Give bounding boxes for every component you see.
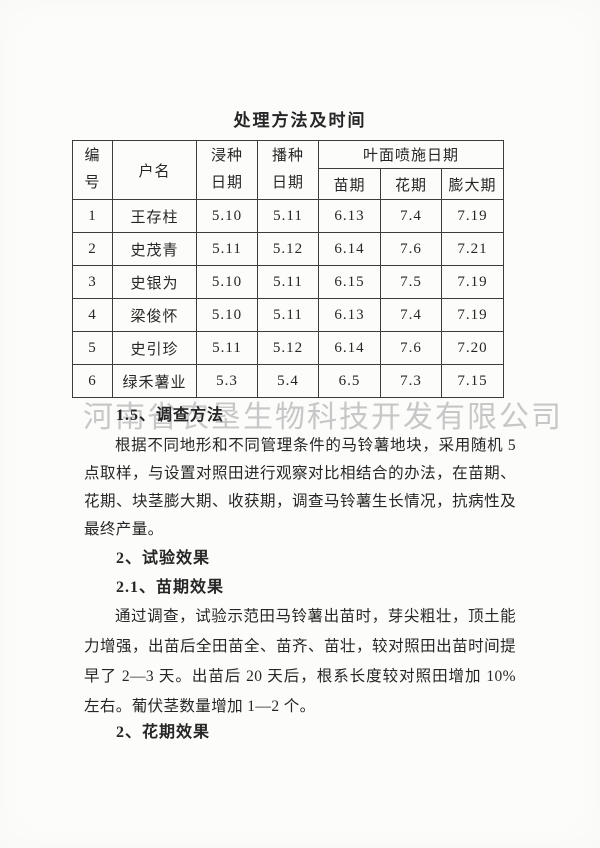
table-cell: 7.4	[380, 298, 442, 332]
table-row: 2 史茂青 5.11 5.12 6.14 7.6 7.21	[72, 232, 505, 266]
table-cell: 5.10	[196, 298, 258, 332]
table-cell: 5.10	[196, 265, 258, 299]
table-cell: 5.11	[196, 331, 258, 365]
table-cell: 5.12	[257, 331, 319, 365]
col-header-flower-stage: 花期	[380, 168, 442, 200]
table-cell: 5.11	[257, 199, 319, 233]
table-row: 5 史引珍 5.11 5.12 6.14 7.6 7.20	[72, 331, 505, 365]
table-cell: 6.13	[318, 298, 381, 332]
table-cell: 5.11	[196, 232, 258, 266]
table-cell: 5.10	[196, 199, 258, 233]
treatment-dates-table: 编 号 户名 浸种 日期 播种 日期 叶面喷施日期 苗期 花期 膨大期 1 王存…	[72, 140, 505, 398]
document-title: 处理方法及时间	[233, 111, 367, 130]
table-cell: 6.14	[318, 331, 381, 365]
table-cell: 7.19	[440, 199, 505, 233]
table-cell: 7.15	[440, 364, 505, 398]
table-cell: 7.19	[440, 298, 505, 332]
table-row: 1 王存柱 5.10 5.11 6.13 7.4 7.19	[72, 199, 505, 233]
table-row: 4 梁俊怀 5.10 5.11 6.13 7.4 7.19	[72, 298, 505, 332]
col-header-sow-date: 播种 日期	[257, 140, 319, 200]
table-header-row: 编 号 户名 浸种 日期 播种 日期 叶面喷施日期	[72, 140, 505, 200]
table-cell: 6.5	[318, 364, 381, 398]
table-cell: 5.3	[196, 364, 258, 398]
table-cell: 1	[72, 199, 113, 233]
table-cell: 7.19	[440, 265, 505, 299]
document-body: 1.5、调查方法 根据不同地形和不同管理条件的马铃薯地块，采用随机 5 点取样，…	[84, 403, 516, 747]
table-cell: 梁俊怀	[112, 298, 197, 332]
table-cell: 6	[72, 364, 113, 398]
table-subheader-row: 苗期 花期 膨大期	[73, 168, 505, 200]
col-header-seedling-stage: 苗期	[318, 168, 381, 200]
table-cell: 6.15	[318, 265, 381, 299]
table-cell: 史引珍	[112, 331, 197, 365]
table-cell: 5.4	[257, 364, 319, 398]
col-header-number: 编 号	[72, 140, 113, 200]
heading-survey-method: 1.5、调查方法	[116, 407, 225, 424]
company-watermark: 河南省农垦生物科技开发有限公司	[83, 401, 563, 434]
col-header-soak-date: 浸种 日期	[196, 140, 258, 200]
table-cell: 绿禾薯业	[112, 364, 197, 398]
table-cell: 史茂青	[112, 232, 197, 266]
table-row: 6 绿禾薯业 5.3 5.4 6.5 7.3 7.15	[72, 364, 505, 398]
table-cell: 7.21	[440, 232, 505, 266]
table-row: 3 史银为 5.10 5.11 6.15 7.5 7.19	[72, 265, 505, 299]
table-cell: 5	[72, 331, 113, 365]
heading-experiment-effects: 2、试验效果	[116, 550, 211, 567]
table-cell: 5.11	[257, 265, 319, 299]
col-header-name: 户名	[112, 140, 197, 200]
table-cell: 6.14	[318, 232, 381, 266]
table-cell: 史银为	[112, 265, 197, 299]
table-cell: 7.4	[380, 199, 442, 233]
table-cell: 7.6	[380, 232, 442, 266]
table-cell: 4	[72, 298, 113, 332]
heading-seedling-effect: 2.1、苗期效果	[116, 579, 225, 596]
table-cell: 3	[72, 265, 113, 299]
table-cell: 王存柱	[112, 199, 197, 233]
table-cell: 7.20	[440, 331, 505, 365]
table-cell: 6.13	[318, 199, 381, 233]
table-cell: 5.12	[257, 232, 319, 266]
heading-flower-effect: 2、花期效果	[116, 724, 211, 741]
table-cell: 5.11	[257, 298, 319, 332]
col-header-spray-group: 叶面喷施日期	[317, 140, 505, 169]
paragraph-survey-method: 根据不同地形和不同管理条件的马铃薯地块，采用随机 5 点取样，与设置对照田进行观…	[84, 437, 516, 538]
table-cell: 2	[72, 232, 113, 266]
table-cell: 7.3	[380, 364, 442, 398]
table-cell: 7.5	[380, 265, 442, 299]
table-cell: 7.6	[380, 331, 442, 365]
paragraph-seedling-effect: 通过调查，试验示范田马铃薯出苗时，芽尖粗壮，顶土能力增强，出苗后全田苗全、苗齐、…	[84, 608, 516, 715]
col-header-expansion-stage: 膨大期	[440, 168, 505, 200]
